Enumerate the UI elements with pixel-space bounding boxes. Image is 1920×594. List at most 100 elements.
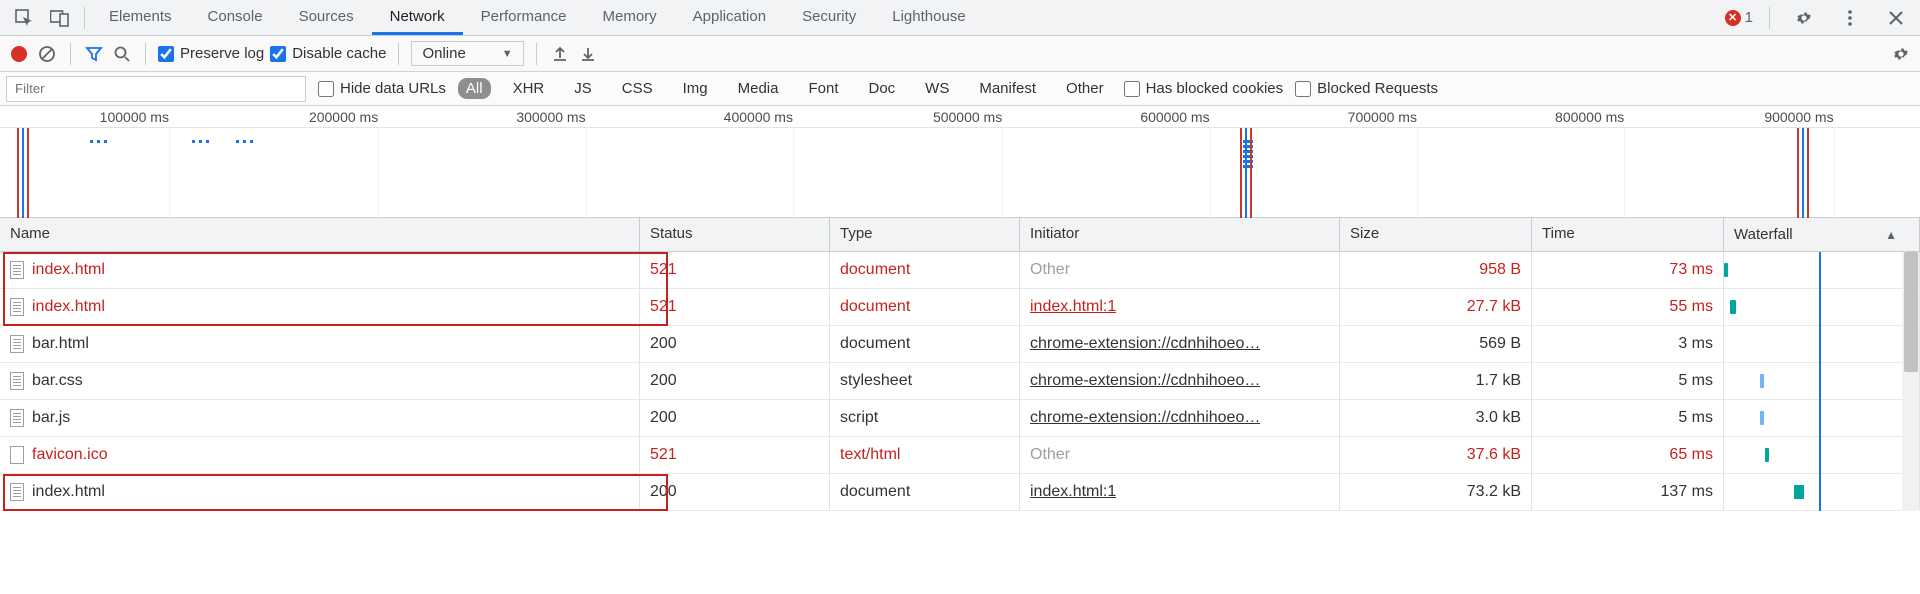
table-row[interactable]: bar.js200scriptchrome-extension://cdnhih…: [0, 400, 1920, 437]
network-settings-icon[interactable]: [1890, 43, 1912, 65]
request-rows: index.html521documentOther958 B73 msinde…: [0, 252, 1920, 511]
initiator-link: Other: [1030, 446, 1070, 464]
cell-size: 73.2 kB: [1340, 474, 1532, 510]
timeline-tick: 600000 ms: [1140, 109, 1209, 125]
cell-name: index.html: [0, 289, 640, 325]
tab-memory[interactable]: Memory: [585, 0, 675, 35]
disable-cache-input[interactable]: [270, 46, 286, 62]
hide-data-urls-input[interactable]: [318, 81, 334, 97]
download-har-icon[interactable]: [577, 43, 599, 65]
cell-waterfall: [1724, 363, 1920, 399]
disable-cache-checkbox[interactable]: Disable cache: [270, 45, 386, 62]
device-toggle-icon[interactable]: [46, 4, 74, 32]
timeline-marker: [90, 140, 107, 143]
error-count-badge[interactable]: ✕ 1: [1725, 9, 1753, 26]
has-blocked-cookies-label: Has blocked cookies: [1146, 80, 1284, 97]
filter-icon[interactable]: [83, 43, 105, 65]
cell-waterfall: [1724, 474, 1920, 510]
tab-security[interactable]: Security: [784, 0, 874, 35]
type-filter-manifest[interactable]: Manifest: [971, 78, 1044, 99]
timeline-marker: [236, 140, 253, 143]
inspect-icon[interactable]: [10, 4, 38, 32]
waterfall-bar: [1730, 300, 1736, 314]
clear-icon[interactable]: [36, 43, 58, 65]
timeline-tick: 900000 ms: [1764, 109, 1833, 125]
timeline-marker: [1240, 128, 1242, 218]
record-button[interactable]: [8, 43, 30, 65]
file-icon: [10, 372, 24, 390]
cell-time: 5 ms: [1532, 400, 1724, 436]
preserve-log-input[interactable]: [158, 46, 174, 62]
type-filter-css[interactable]: CSS: [614, 78, 661, 99]
cell-size: 958 B: [1340, 252, 1532, 288]
table-row[interactable]: favicon.ico521text/htmlOther37.6 kB65 ms: [0, 437, 1920, 474]
table-row[interactable]: index.html200documentindex.html:173.2 kB…: [0, 474, 1920, 511]
initiator-link[interactable]: index.html:1: [1030, 298, 1116, 316]
timeline-gridline: [1002, 128, 1003, 218]
type-filter-all[interactable]: All: [458, 78, 491, 99]
col-header-waterfall[interactable]: Waterfall ▲: [1724, 218, 1920, 251]
table-row[interactable]: bar.html200documentchrome-extension://cd…: [0, 326, 1920, 363]
cell-time: 137 ms: [1532, 474, 1724, 510]
tab-elements[interactable]: Elements: [91, 0, 190, 35]
col-header-name[interactable]: Name: [0, 218, 640, 251]
filter-input[interactable]: [6, 76, 306, 102]
table-row[interactable]: index.html521documentOther958 B73 ms: [0, 252, 1920, 289]
close-icon[interactable]: [1882, 4, 1910, 32]
initiator-link[interactable]: chrome-extension://cdnhihoeo…: [1030, 372, 1260, 390]
has-blocked-cookies-checkbox[interactable]: Has blocked cookies: [1124, 80, 1284, 97]
initiator-link[interactable]: chrome-extension://cdnhihoeo…: [1030, 335, 1260, 353]
tabbar-divider: [1769, 7, 1770, 29]
initiator-link[interactable]: index.html:1: [1030, 483, 1116, 501]
initiator-link[interactable]: chrome-extension://cdnhihoeo…: [1030, 409, 1260, 427]
tab-network[interactable]: Network: [372, 0, 463, 35]
col-header-time[interactable]: Time: [1532, 218, 1724, 251]
col-header-status[interactable]: Status: [640, 218, 830, 251]
type-filter-doc[interactable]: Doc: [860, 78, 903, 99]
throttling-select[interactable]: Online ▼: [411, 41, 523, 66]
col-header-size[interactable]: Size: [1340, 218, 1532, 251]
type-filter-font[interactable]: Font: [800, 78, 846, 99]
preserve-log-checkbox[interactable]: Preserve log: [158, 45, 264, 62]
timeline-gridline: [586, 128, 587, 218]
type-filter-other[interactable]: Other: [1058, 78, 1112, 99]
cell-initiator: Other: [1020, 252, 1340, 288]
col-header-initiator[interactable]: Initiator: [1020, 218, 1340, 251]
has-blocked-cookies-input[interactable]: [1124, 81, 1140, 97]
cell-status: 521: [640, 437, 830, 473]
col-header-type[interactable]: Type: [830, 218, 1020, 251]
timeline-area: [0, 128, 1920, 218]
hide-data-urls-checkbox[interactable]: Hide data URLs: [318, 80, 446, 97]
kebab-menu-icon[interactable]: [1836, 4, 1864, 32]
file-icon: [10, 335, 24, 353]
tab-application[interactable]: Application: [675, 0, 784, 35]
type-filter-media[interactable]: Media: [730, 78, 787, 99]
type-filter-js[interactable]: JS: [566, 78, 600, 99]
type-filter-xhr[interactable]: XHR: [505, 78, 553, 99]
timeline-overview[interactable]: 100000 ms200000 ms300000 ms400000 ms5000…: [0, 106, 1920, 218]
type-filter-img[interactable]: Img: [675, 78, 716, 99]
blocked-requests-checkbox[interactable]: Blocked Requests: [1295, 80, 1438, 97]
upload-har-icon[interactable]: [549, 43, 571, 65]
type-filter-ws[interactable]: WS: [917, 78, 957, 99]
cell-initiator: index.html:1: [1020, 474, 1340, 510]
timeline-gridline: [169, 128, 170, 218]
cell-initiator: chrome-extension://cdnhihoeo…: [1020, 363, 1340, 399]
request-name: bar.html: [32, 335, 89, 353]
table-row[interactable]: bar.css200stylesheetchrome-extension://c…: [0, 363, 1920, 400]
search-icon[interactable]: [111, 43, 133, 65]
cell-initiator: index.html:1: [1020, 289, 1340, 325]
cell-waterfall: [1724, 437, 1920, 473]
timeline-tick: 300000 ms: [516, 109, 585, 125]
tab-lighthouse[interactable]: Lighthouse: [874, 0, 983, 35]
tab-sources[interactable]: Sources: [281, 0, 372, 35]
chevron-down-icon: ▼: [502, 48, 513, 60]
blocked-requests-input[interactable]: [1295, 81, 1311, 97]
settings-icon[interactable]: [1790, 4, 1818, 32]
tab-performance[interactable]: Performance: [463, 0, 585, 35]
cell-time: 5 ms: [1532, 363, 1724, 399]
tab-console[interactable]: Console: [190, 0, 281, 35]
table-row[interactable]: index.html521documentindex.html:127.7 kB…: [0, 289, 1920, 326]
timeline-marker: [22, 128, 24, 218]
request-name: bar.js: [32, 409, 70, 427]
